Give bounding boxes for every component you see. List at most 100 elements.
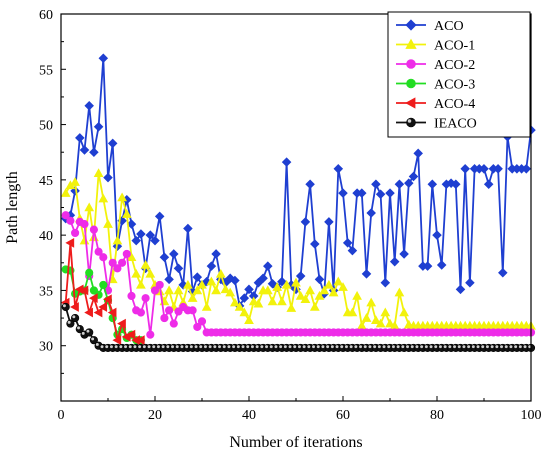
data-point-highlight [434,345,438,349]
data-point [79,285,89,296]
data-point-highlight [500,345,504,349]
axes: 0 20 40 60 80 100 30 35 40 45 50 55 60 Number of it… [4,8,542,451]
data-point [305,285,315,295]
data-point [366,297,377,307]
data-point [406,59,416,69]
data-point [66,216,75,225]
data-point-highlight [377,345,381,349]
x-tick-label: 80 [430,408,444,423]
data-point [99,280,108,289]
data-point-highlight [161,345,165,349]
data-point [146,330,155,339]
data-point [455,284,466,295]
data-point [187,293,198,302]
data-point-highlight [246,345,250,349]
data-point-highlight [293,345,297,349]
data-point [150,235,160,246]
data-point [405,38,417,49]
data-point [71,228,80,238]
data-point [405,97,416,109]
data-point-highlight [67,320,71,324]
data-point [498,267,508,278]
legend-label: ACO-2 [434,58,475,73]
data-point-highlight [359,345,363,349]
data-point-highlight [316,345,320,349]
data-point [300,217,311,227]
data-point-highlight [171,345,175,349]
data-point-highlight [72,315,76,319]
y-tick-label: 55 [39,63,53,78]
data-point-highlight [335,345,339,349]
data-point [220,284,231,294]
data-point-highlight [453,345,457,349]
data-point-highlight [523,345,527,349]
data-point [239,293,250,303]
data-point [342,238,353,248]
data-point [150,286,160,295]
data-point [93,168,104,177]
data-point [309,301,320,311]
data-point-highlight [396,345,400,349]
data-point-highlight [407,119,412,123]
data-point [361,269,372,279]
data-point [201,301,212,311]
data-point [385,188,395,198]
data-point-highlight [457,345,461,349]
legend: ACO ACO-1 ACO-2 ACO-3 ACO-4 IEACO [387,11,531,138]
data-point-highlight [208,345,212,349]
data-point [277,296,287,306]
data-point [483,179,494,190]
data-point-highlight [128,345,132,349]
data-point [103,172,113,183]
x-axis-label: Number of iterations [229,434,362,451]
data-point [357,188,367,198]
data-point [122,249,131,259]
data-point [399,307,409,317]
data-point-highlight [114,345,118,349]
data-point [80,220,89,229]
data-point [352,290,362,300]
data-point-highlight [373,345,377,349]
data-point-highlight [471,345,475,349]
data-point [136,308,145,317]
data-point-highlight [77,326,81,330]
data-point [183,279,193,289]
data-point-highlight [321,345,325,349]
data-point [385,318,395,328]
data-point [88,293,98,304]
data-point-highlight [391,345,395,349]
data-point [107,307,117,318]
y-axis-label: Path length [4,171,21,243]
y-axis-ticks: 30 35 40 45 50 55 60 [39,8,66,374]
data-point [84,101,94,111]
data-point-highlight [340,345,344,349]
data-point [141,294,150,303]
data-point [102,294,112,305]
series-aco-1 [60,168,536,330]
data-point-highlight [250,345,254,349]
data-point-highlight [312,345,316,349]
data-point-highlight [302,345,306,349]
data-point [432,230,442,240]
data-point [371,315,381,325]
data-point [192,285,203,295]
data-point-highlight [133,345,137,349]
data-point-highlight [326,345,330,349]
data-point [79,145,90,155]
data-point [328,287,339,297]
data-point [451,179,461,190]
data-point [121,209,132,218]
legend-label: ACO-1 [434,39,475,54]
data-point [493,164,503,174]
data-point-highlight [382,345,386,349]
data-point-highlight [518,345,522,349]
data-point-highlight [490,345,494,349]
data-point [98,302,108,312]
data-point [85,328,94,337]
data-point [117,192,127,202]
data-point [347,245,358,256]
data-point [422,261,433,271]
data-point-highlight [495,345,499,349]
data-point-highlight [467,345,471,349]
data-point-highlight [448,345,452,349]
